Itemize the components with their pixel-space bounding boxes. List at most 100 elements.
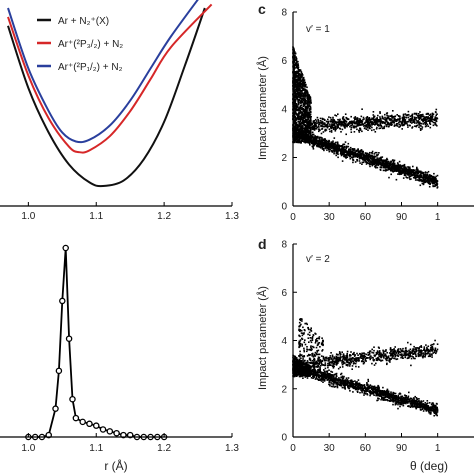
panel-c-point (358, 154, 361, 157)
panel-c-point (364, 155, 367, 158)
panel-c-point (432, 118, 434, 120)
panel-d-point (405, 396, 408, 399)
panel-c-point (365, 124, 368, 126)
panel-d-point (321, 371, 324, 374)
panel-c-point (295, 134, 298, 136)
panel-d-point (314, 378, 317, 380)
panel-c-point (293, 68, 295, 71)
panel-d-point (330, 381, 332, 384)
panel-c-point (306, 128, 309, 130)
panel-d-point (411, 397, 413, 400)
panel-c-point (312, 127, 314, 129)
panel-d-point (386, 392, 389, 394)
panel-c-point (386, 117, 388, 120)
panel-c-point (317, 118, 319, 121)
panel-c-point (369, 125, 372, 128)
panel-c-point (431, 112, 434, 115)
panel-c-point (323, 149, 325, 152)
panel-c-point (360, 120, 362, 123)
panel-c-point (293, 65, 295, 67)
panel-c-point (343, 148, 346, 151)
panel-c-point (309, 108, 312, 111)
panel-c-point (422, 120, 424, 122)
panel-c-point (352, 152, 355, 155)
panel-a-x-tick-label: 1.3 (225, 211, 239, 222)
panel-c-point (338, 124, 340, 126)
panel-c-point (349, 150, 352, 152)
panel-d-point (402, 396, 405, 399)
panel-c-point (294, 73, 297, 76)
panel-c-point (402, 165, 405, 167)
panel-c-point (330, 131, 333, 133)
panel-c-point (429, 120, 432, 122)
panel-c-point (381, 121, 383, 123)
panel-c-point (369, 119, 371, 122)
panel-c-point (377, 124, 380, 126)
panel-c-point (298, 87, 301, 89)
panel-c-point (408, 175, 411, 177)
panel-c-point (315, 140, 318, 142)
panel-c-point (297, 91, 300, 94)
panel-d-point (413, 397, 415, 399)
panel-c-point (418, 174, 421, 177)
panel-d-point (339, 381, 341, 384)
panel-d-point (378, 388, 380, 390)
panel-c-point (383, 166, 386, 169)
panel-d-point (392, 391, 394, 394)
panel-c-point (435, 184, 438, 186)
panel-c-point (362, 118, 364, 121)
panel-c-point (325, 141, 328, 144)
panel-c-point (299, 128, 301, 131)
panel-a-curves (7, 0, 213, 188)
panel-c-point (425, 180, 428, 183)
panel-c-point (436, 117, 439, 120)
panel-c-point (341, 160, 344, 162)
panel-c-point (337, 118, 339, 121)
panel-c-point (296, 82, 299, 85)
panel-d-point (332, 385, 334, 388)
panel-c-point (307, 98, 309, 101)
panel-c-point (415, 168, 418, 171)
panel-c-point (306, 108, 309, 110)
panel-d-point (430, 411, 432, 414)
panel-c-point (316, 135, 319, 138)
panel-c-point (404, 169, 407, 172)
panel-c-point (360, 150, 362, 153)
panel-c-point (423, 176, 425, 178)
panel-c-point (390, 124, 392, 126)
panel-c-point (365, 160, 367, 163)
panel-c-point (404, 122, 407, 125)
panel-c-point (390, 161, 393, 163)
panel-c-point (420, 175, 422, 177)
panel-d-point (323, 370, 326, 373)
panel-d-point (315, 373, 318, 376)
panel-c-point (323, 119, 326, 121)
panel-c-point (414, 176, 417, 178)
panel-c-point (297, 106, 299, 108)
panel-c-point (306, 129, 308, 132)
panel-c-point (428, 176, 431, 178)
panel-c-point (410, 171, 412, 174)
panel-c-y-tick-label: 6 (281, 56, 287, 67)
panel-c-point (367, 159, 369, 162)
panel-c-point (391, 166, 393, 168)
panel-c-point (353, 149, 355, 152)
panel-c-point (424, 176, 426, 178)
panel-c-point (297, 70, 300, 73)
panel-c-point (294, 75, 297, 77)
panel-c-point (365, 153, 368, 156)
panel-c-point (349, 146, 352, 149)
panel-c-point (350, 128, 352, 131)
panel-d-point (395, 402, 398, 404)
panel-c-point (318, 128, 320, 131)
panel-c-point (359, 129, 362, 131)
panel-c-point (429, 122, 431, 124)
panel-c-point (398, 160, 401, 163)
panel-c-point (323, 138, 325, 140)
panel-d-point (320, 373, 323, 376)
panel-c-point (293, 120, 296, 123)
panel-c-point (395, 169, 398, 171)
panel-c-point (380, 119, 382, 121)
panel-c-point (296, 117, 299, 119)
panel-c-point (406, 124, 409, 126)
